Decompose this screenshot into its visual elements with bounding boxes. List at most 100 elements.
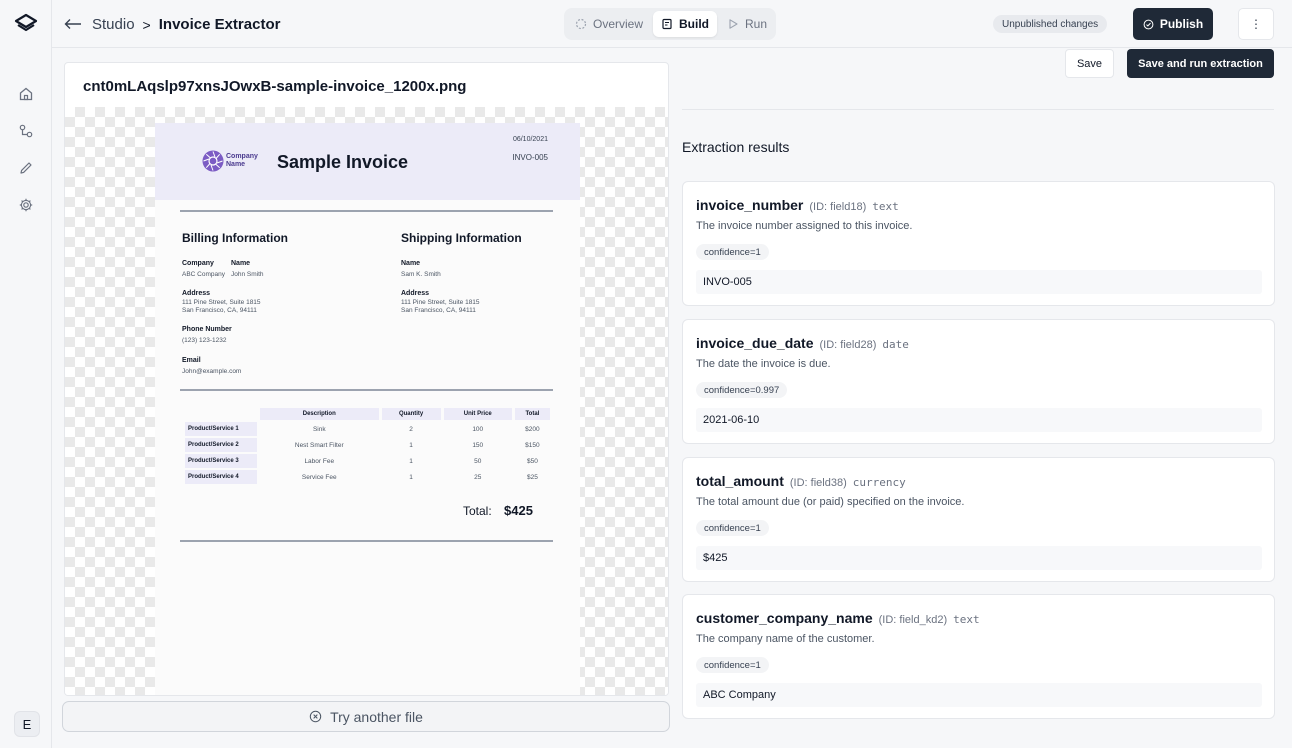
field-name: customer_company_name [696, 610, 873, 626]
play-icon [729, 19, 738, 29]
breadcrumb-current: Invoice Extractor [158, 16, 281, 33]
table-cell: $25 [514, 470, 550, 484]
table-row: Product/Service 4 Service Fee 1 25 $25 [185, 470, 550, 484]
billing-address-value: 111 Pine Street, Suite 1815 San Francisc… [182, 299, 261, 314]
try-another-file-button[interactable]: Try another file [62, 701, 670, 732]
table-cell: Product/Service 2 [185, 438, 257, 452]
divider [180, 540, 553, 542]
home-icon [19, 87, 33, 101]
field-type: date [882, 338, 909, 351]
confidence-badge: confidence=1 [696, 520, 769, 536]
field-value[interactable]: INVO-005 [696, 270, 1262, 294]
table-cell: Product/Service 1 [185, 422, 257, 436]
table-cell: 1 [381, 470, 441, 484]
shipping-address-value: 111 Pine Street, Suite 1815 San Francisc… [401, 299, 480, 314]
extraction-results-title: Extraction results [682, 139, 790, 155]
tab-build[interactable]: Build [653, 11, 718, 37]
field-value[interactable]: ABC Company [696, 683, 1262, 707]
result-card: total_amount (ID: field38) currency The … [682, 457, 1275, 582]
table-cell: $200 [514, 422, 550, 436]
table-row: Product/Service 3 Labor Fee 1 50 $50 [185, 454, 550, 468]
billing-name-label: Name [231, 260, 251, 267]
billing-company-label: Company [182, 260, 214, 267]
result-card: customer_company_name (ID: field_kd2) te… [682, 594, 1275, 719]
app-logo-icon[interactable] [14, 12, 38, 36]
invoice-number: INVO-005 [512, 153, 548, 162]
tab-build-label: Build [679, 17, 710, 31]
company-logo-text: Company Name [226, 153, 258, 169]
nav-connections[interactable] [0, 117, 52, 145]
table-cell: 50 [443, 454, 512, 468]
save-button[interactable]: Save [1065, 49, 1114, 78]
user-avatar[interactable]: E [14, 711, 40, 737]
tab-run-label: Run [745, 17, 768, 31]
field-header: total_amount (ID: field38) currency [696, 473, 906, 489]
table-header-blank [185, 408, 257, 420]
loading-circle-icon [575, 18, 587, 30]
field-name: invoice_number [696, 197, 804, 213]
table-cell: 1 [381, 438, 441, 452]
publish-label: Publish [1159, 17, 1204, 31]
field-value[interactable]: $425 [696, 546, 1262, 570]
field-name: invoice_due_date [696, 335, 814, 351]
divider [180, 210, 553, 212]
shipping-name-value: Sam K. Smith [401, 271, 441, 278]
table-row: Product/Service 1 Sink 2 100 $200 [185, 422, 550, 436]
company-logo-icon [202, 150, 224, 172]
confidence-badge: confidence=0.997 [696, 382, 788, 398]
file-preview-panel: cnt0mLAqslp97xnsJOwxB-sample-invoice_120… [64, 62, 669, 696]
table-header: Unit Price [443, 408, 512, 420]
shipping-name-label: Name [401, 260, 421, 267]
table-cell: Product/Service 4 [185, 470, 257, 484]
publish-button[interactable]: Publish [1133, 8, 1213, 40]
nav-home[interactable] [0, 80, 52, 108]
table-cell: 1 [381, 454, 441, 468]
close-circle-icon [309, 710, 322, 723]
field-type: text [953, 613, 980, 626]
field-header: invoice_due_date (ID: field28) date [696, 335, 909, 351]
tab-overview[interactable]: Overview [567, 11, 651, 37]
field-value[interactable]: 2021-06-10 [696, 408, 1262, 432]
table-row: Product/Service 2 Nest Smart Filter 1 15… [185, 438, 550, 452]
save-and-run-button[interactable]: Save and run extraction [1127, 49, 1274, 78]
billing-email-value: John@example.com [182, 368, 242, 375]
nav-settings[interactable] [0, 191, 52, 219]
try-another-file-label: Try another file [330, 708, 423, 725]
mode-switcher: Overview Build Run [564, 8, 776, 40]
field-id: (ID: field38) [789, 477, 847, 489]
field-description: The total amount due (or paid) specified… [696, 496, 965, 508]
billing-address-label: Address [182, 290, 211, 297]
image-canvas: Company Name Sample Invoice 06/10/2021 I… [65, 107, 668, 695]
back-button[interactable] [64, 14, 82, 34]
logo-text-line2: Name [226, 161, 246, 168]
table-header: Quantity [381, 408, 441, 420]
invoice-image: Company Name Sample Invoice 06/10/2021 I… [155, 123, 580, 695]
result-card: invoice_number (ID: field18) text The in… [682, 181, 1275, 306]
invoice-title: Sample Invoice [277, 152, 409, 172]
billing-name-value: John Smith [231, 271, 264, 278]
result-card: invoice_due_date (ID: field28) date The … [682, 319, 1275, 444]
billing-phone-value: (123) 123-1232 [182, 337, 227, 344]
table-header-row: Description Quantity Unit Price Total [185, 408, 550, 420]
breadcrumb-studio[interactable]: Studio [92, 16, 135, 33]
left-rail: E [0, 0, 52, 748]
logo-text-line1: Company [226, 153, 258, 160]
table-cell: Product/Service 3 [185, 454, 257, 468]
field-type: text [872, 200, 899, 213]
nav-edit[interactable] [0, 154, 52, 182]
breadcrumb: Studio > Invoice Extractor [92, 16, 280, 33]
field-header: customer_company_name (ID: field_kd2) te… [696, 610, 980, 626]
build-icon [662, 18, 672, 30]
billing-company-value: ABC Company [182, 271, 225, 278]
confidence-badge: confidence=1 [696, 657, 769, 673]
shipping-address-label: Address [401, 290, 430, 297]
invoice-date: 06/10/2021 [512, 136, 548, 143]
table-cell: Nest Smart Filter [260, 438, 379, 452]
status-badge: Unpublished changes [993, 15, 1108, 33]
more-options-button[interactable]: ⋮ [1238, 8, 1274, 40]
tab-run[interactable]: Run [719, 11, 775, 37]
nodes-icon [19, 124, 33, 138]
invoice-header [155, 123, 580, 200]
field-id: (ID: field_kd2) [878, 614, 948, 626]
field-type: currency [852, 476, 906, 489]
